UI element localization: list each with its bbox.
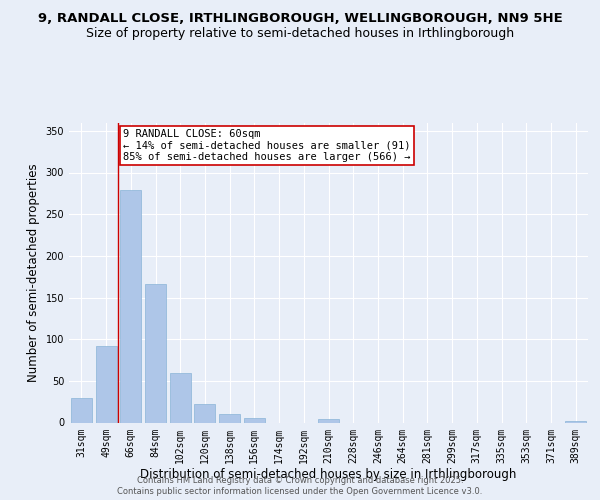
Text: Contains public sector information licensed under the Open Government Licence v3: Contains public sector information licen… [118,488,482,496]
Bar [145,284,166,422]
Bar [318,419,339,422]
Bar [120,190,141,422]
Bar [194,404,215,422]
Text: 9 RANDALL CLOSE: 60sqm
← 14% of semi-detached houses are smaller (91)
85% of sem: 9 RANDALL CLOSE: 60sqm ← 14% of semi-det… [124,129,411,162]
Bar [170,372,191,422]
X-axis label: Distribution of semi-detached houses by size in Irthlingborough: Distribution of semi-detached houses by … [140,468,517,481]
Text: Size of property relative to semi-detached houses in Irthlingborough: Size of property relative to semi-detach… [86,28,514,40]
Y-axis label: Number of semi-detached properties: Number of semi-detached properties [27,163,40,382]
Text: 9, RANDALL CLOSE, IRTHLINGBOROUGH, WELLINGBOROUGH, NN9 5HE: 9, RANDALL CLOSE, IRTHLINGBOROUGH, WELLI… [38,12,562,26]
Bar [95,346,116,422]
Text: Contains HM Land Registry data © Crown copyright and database right 2025.: Contains HM Land Registry data © Crown c… [137,476,463,485]
Bar [219,414,240,422]
Bar [71,398,92,422]
Bar [244,418,265,422]
Bar [565,421,586,422]
